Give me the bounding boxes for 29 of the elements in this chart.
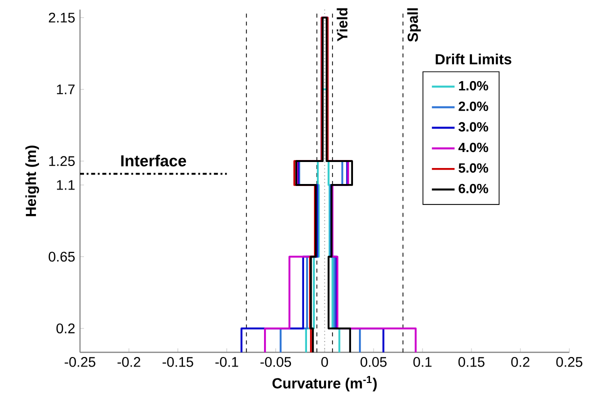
x-tick-label: -0.25 <box>64 357 96 367</box>
x-tick-label: -0.05 <box>260 357 292 367</box>
x-axis-title: Curvature (m$^{-1}$) <box>272 376 377 392</box>
legend-label: 4.0% <box>458 142 488 152</box>
x-tick-label: 0 <box>321 357 328 367</box>
x-tick-label: 0.05 <box>360 357 387 367</box>
ref-line-label: Spall <box>407 8 421 42</box>
x-tick-label: 0.2 <box>511 357 530 367</box>
legend-label: 5.0% <box>458 163 488 173</box>
legend-title: Drift Limits <box>436 54 512 64</box>
legend-label: 6.0% <box>458 184 488 194</box>
legend-label: 2.0% <box>458 102 488 112</box>
y-tick-label: 1.1 <box>56 180 75 190</box>
x-tick-label: -0.15 <box>162 357 194 367</box>
x-tick-label: 0.1 <box>413 357 432 367</box>
y-tick-label: 1.25 <box>49 156 75 166</box>
y-tick-label: 0.65 <box>48 252 75 262</box>
x-tick-label: 0.25 <box>556 357 582 367</box>
y-tick-label: 1.7 <box>56 84 75 94</box>
y-tick-label: 2.15 <box>48 12 75 23</box>
ref-line-label: Yield <box>336 8 348 42</box>
y-axis-title: Height (m) <box>25 146 40 216</box>
x-tick-label: 0.15 <box>458 357 484 367</box>
x-tick-label: -0.1 <box>215 357 238 367</box>
y-tick-label: 0.2 <box>56 323 75 334</box>
x-tick-label: -0.2 <box>118 357 140 367</box>
legend-label: 3.0% <box>458 122 488 132</box>
annotation: Interface <box>121 154 186 166</box>
legend-label: 1.0% <box>459 81 488 90</box>
